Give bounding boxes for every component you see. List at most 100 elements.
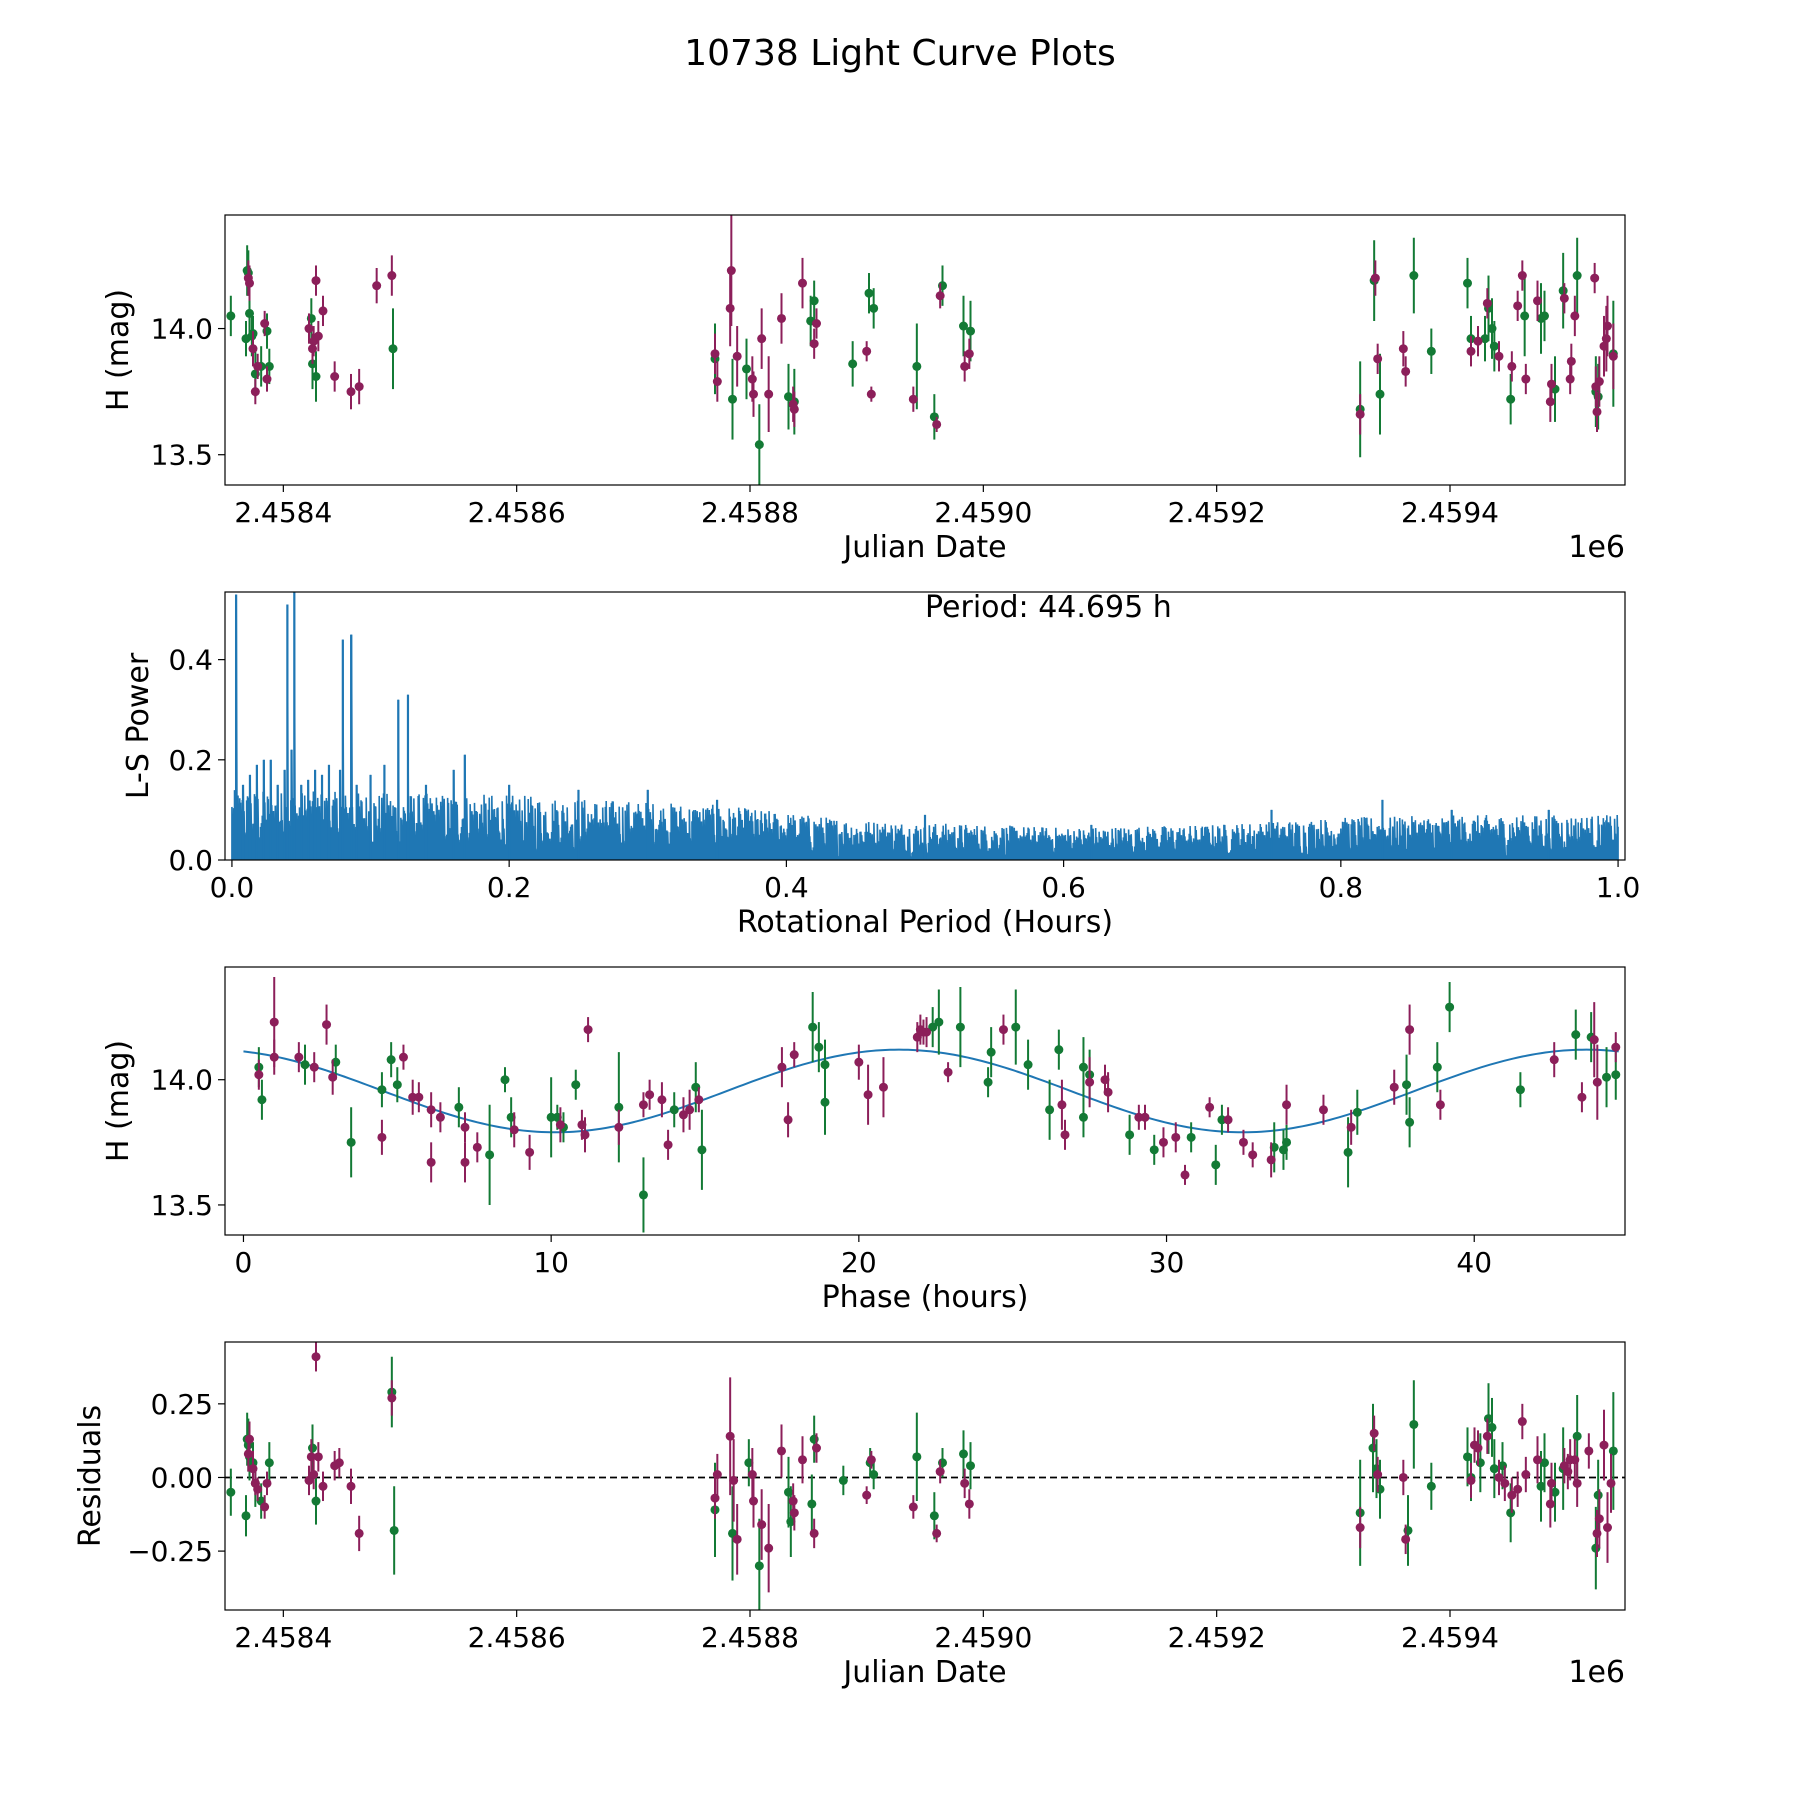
data-point-r [1466, 346, 1476, 356]
data-point-r [1507, 1490, 1517, 1500]
data-point-r [645, 1090, 655, 1100]
data-point-r [747, 1470, 757, 1480]
phase-ticks: 0 10 20 30 40 13.5 14.0 [151, 1064, 1492, 1279]
x-tick-label: 2.4584 [234, 496, 332, 529]
data-point-r [313, 331, 323, 341]
data-point-g [311, 1496, 321, 1506]
data-point-r [757, 1520, 767, 1530]
data-point-r [757, 334, 767, 344]
data-point-g [669, 1105, 679, 1115]
data-point-g [869, 1470, 879, 1480]
data-point-r [1545, 397, 1555, 407]
data-point-r [922, 1027, 932, 1037]
data-point-r [254, 1070, 264, 1080]
x-tick-label: 0.0 [210, 871, 255, 904]
data-point-g [1571, 1030, 1581, 1040]
data-point-g [346, 1137, 356, 1147]
data-point-r [472, 1142, 482, 1152]
data-point-r [1398, 1472, 1408, 1482]
data-point-r [1533, 296, 1542, 306]
data-point-g [1463, 278, 1472, 288]
data-point-g [245, 308, 254, 318]
data-point-g [744, 1458, 754, 1468]
data-point-r [354, 382, 364, 392]
x-tick-label: 2.4588 [701, 1621, 799, 1654]
data-point-g [1125, 1130, 1135, 1140]
data-point-r [426, 1105, 436, 1115]
data-point-g [1558, 286, 1568, 296]
data-point-r [694, 1095, 704, 1105]
data-point-r [1060, 1130, 1070, 1140]
data-point-r [1603, 1523, 1612, 1533]
data-point-r [1205, 1102, 1215, 1112]
data-point-g [1463, 1452, 1472, 1462]
data-point-r [1494, 1472, 1504, 1482]
x-tick-label: 0.2 [487, 871, 532, 904]
data-point-g [1375, 389, 1385, 399]
data-point-r [685, 1105, 695, 1115]
data-point-r [1533, 1455, 1542, 1465]
data-point-g [1217, 1115, 1227, 1125]
residuals-marks [225, 1342, 1625, 1610]
data-point-g [389, 1525, 399, 1535]
y-tick-label: 0.0 [168, 844, 213, 877]
data-point-r [377, 1132, 387, 1142]
data-point-r [1517, 271, 1527, 281]
data-point-g [1489, 341, 1499, 351]
data-point-r [789, 1508, 799, 1518]
data-point-g [966, 326, 975, 336]
phase-ylabel: H (mag) [101, 1040, 136, 1162]
data-point-r [1355, 409, 1365, 419]
data-point-g [697, 1145, 707, 1155]
lightcurve-ticks: 2.4584 2.4586 2.4588 2.4590 2.4592 2.4594 13.5… [151, 313, 1499, 529]
data-point-r [269, 1017, 279, 1027]
data-point-g [257, 1095, 267, 1105]
phase-axes-frame [224, 966, 1626, 1236]
data-point-g [986, 1047, 996, 1057]
data-point-g [754, 1561, 764, 1571]
data-point-g [386, 1055, 396, 1065]
data-point-g [934, 1017, 944, 1027]
data-point-r [809, 339, 819, 349]
data-point-g [1572, 1431, 1582, 1441]
data-point-r [580, 1130, 590, 1140]
data-point-g [226, 1487, 236, 1497]
data-point-r [1590, 273, 1600, 283]
data-point-r [1140, 1112, 1150, 1122]
data-point-r [809, 1528, 819, 1538]
data-point-g [1520, 311, 1530, 321]
data-point-g [388, 344, 398, 354]
data-point-r [798, 278, 807, 288]
data-point-r [253, 361, 263, 371]
x-tick-label: 0 [235, 1246, 253, 1279]
data-point-r [932, 1528, 942, 1538]
data-point-r [309, 1470, 319, 1480]
data-point-g [1011, 1022, 1021, 1032]
x-tick-label: 30 [1149, 1246, 1185, 1279]
data-point-r [294, 1052, 304, 1062]
data-point-g [912, 1452, 922, 1462]
y-tick-label: 13.5 [151, 1189, 213, 1222]
data-point-r [812, 319, 821, 329]
x-tick-label: 2.4590 [934, 1621, 1032, 1654]
data-point-g [808, 1022, 818, 1032]
data-point-g [1608, 1446, 1618, 1456]
data-point-g [742, 364, 751, 374]
data-point-r [1355, 1523, 1365, 1533]
data-point-r [1389, 1082, 1399, 1092]
data-point-r [1521, 374, 1531, 384]
data-point-r [960, 1478, 970, 1488]
data-point-g [264, 1458, 274, 1468]
data-point-r [935, 1467, 945, 1477]
data-point-g [807, 1499, 817, 1509]
residuals-axes-frame [224, 1341, 1626, 1611]
data-point-r [372, 281, 382, 291]
data-point-r [1566, 356, 1576, 366]
data-point-r [935, 291, 945, 301]
data-point-g [614, 1102, 624, 1112]
data-point-r [311, 1352, 321, 1362]
data-point-r [1592, 407, 1602, 417]
data-point-r [398, 1052, 408, 1062]
data-point-r [749, 389, 758, 399]
data-point-g [1054, 1045, 1064, 1055]
